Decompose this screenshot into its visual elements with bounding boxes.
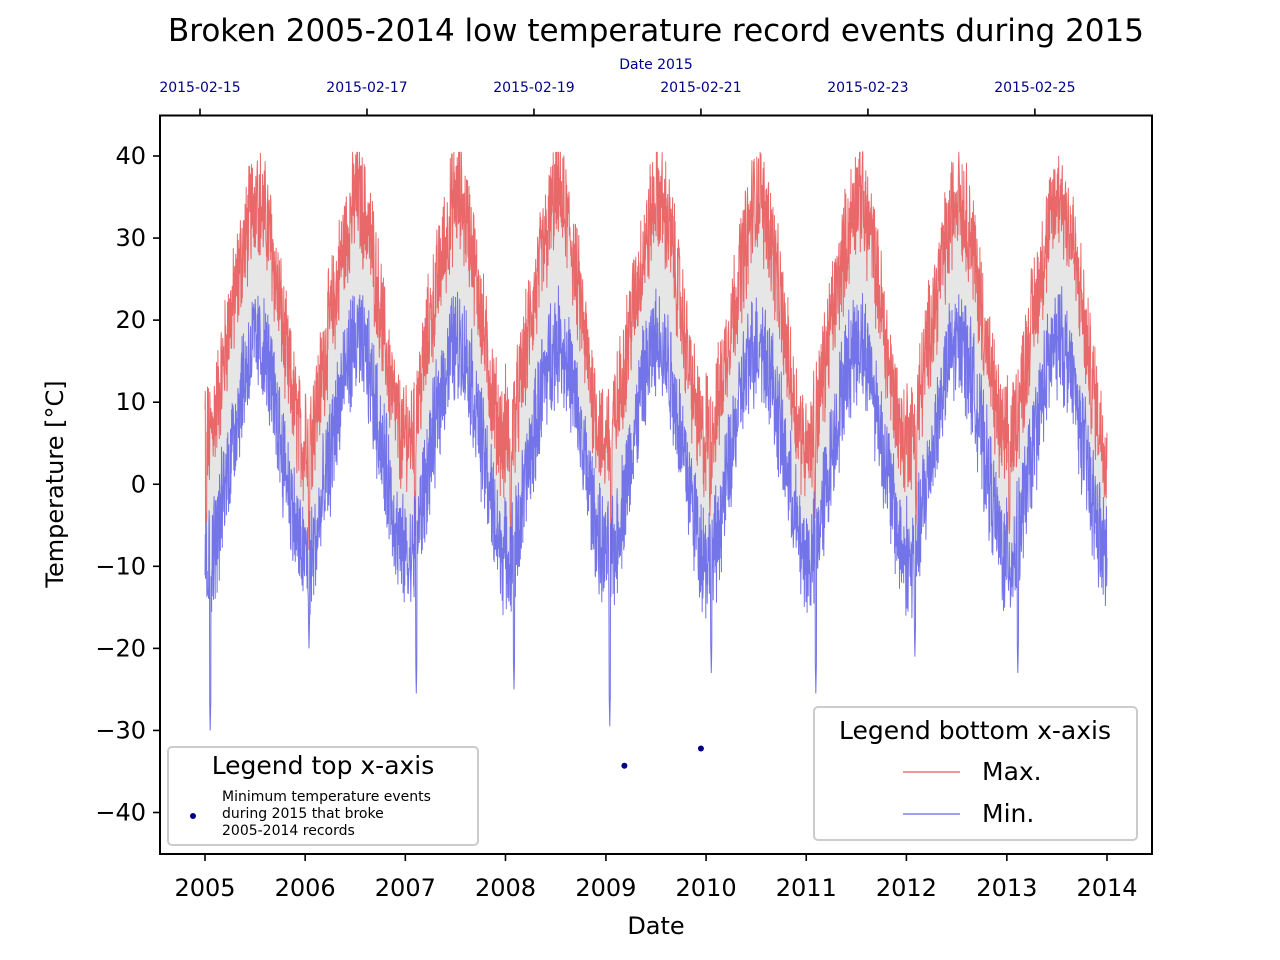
legend-record-marker xyxy=(190,813,196,819)
plot-area xyxy=(204,151,1108,769)
legend-box xyxy=(813,706,1138,841)
x-tick-label: 2012 xyxy=(876,874,937,902)
x-tick-label: 2014 xyxy=(1076,874,1137,902)
legend-min-label: Min. xyxy=(982,799,1034,828)
top-tick-label: 2015-02-23 xyxy=(827,80,908,96)
y-tick-label: 30 xyxy=(115,224,146,252)
top-axis-label: Date 2015 xyxy=(619,57,693,73)
x-tick-label: 2009 xyxy=(575,874,636,902)
x-tick-label: 2006 xyxy=(275,874,336,902)
y-tick-label: −30 xyxy=(95,716,146,744)
legend-bottom-axis: Legend bottom x-axis Max. Min. xyxy=(813,706,1138,841)
y-tick-label: −20 xyxy=(95,634,146,662)
legend-max-label: Max. xyxy=(982,757,1042,786)
y-tick-label: −10 xyxy=(95,552,146,580)
record-point xyxy=(621,762,628,769)
x-axis-label: Date xyxy=(627,912,684,940)
x-axis-ticks: 2005 2006 2007 2008 2009 2010 2011 2012 2013 2014 xyxy=(174,854,1138,902)
top-axis-ticks: 2015-02-15 2015-02-17 2015-02-19 2015-02-21… xyxy=(159,80,1076,116)
top-tick-label: 2015-02-17 xyxy=(326,80,407,96)
x-tick-label: 2013 xyxy=(976,874,1037,902)
x-tick-label: 2008 xyxy=(475,874,536,902)
y-tick-label: 10 xyxy=(115,388,146,416)
x-tick-label: 2010 xyxy=(676,874,737,902)
y-tick-label: 40 xyxy=(115,142,146,170)
legend-bottom-title: Legend bottom x-axis xyxy=(839,716,1111,745)
legend-top-axis: Legend top x-axis Minimum temperature ev… xyxy=(167,746,479,846)
y-tick-label: 20 xyxy=(115,306,146,334)
y-axis-label: Temperature [°C] xyxy=(41,380,69,588)
top-tick-label: 2015-02-25 xyxy=(994,80,1075,96)
legend-top-title: Legend top x-axis xyxy=(212,751,435,780)
top-tick-label: 2015-02-15 xyxy=(159,80,240,96)
record-point xyxy=(697,745,704,752)
chart-title: Broken 2005-2014 low temperature record … xyxy=(168,13,1144,49)
legend-record-label-line-1: Minimum temperature events xyxy=(222,789,431,805)
legend-record-label-line-3: 2005-2014 records xyxy=(222,823,355,839)
x-tick-label: 2007 xyxy=(375,874,436,902)
x-tick-label: 2005 xyxy=(174,874,235,902)
y-tick-label: −40 xyxy=(95,799,146,827)
y-axis-ticks: 40 30 20 10 0 −10 −20 −30 −40 xyxy=(95,142,160,827)
x-tick-label: 2011 xyxy=(776,874,837,902)
top-tick-label: 2015-02-21 xyxy=(660,80,741,96)
legend-record-label-line-2: during 2015 that broke xyxy=(222,806,384,822)
y-tick-label: 0 xyxy=(131,470,146,498)
legend-box xyxy=(167,746,479,846)
top-tick-label: 2015-02-19 xyxy=(493,80,574,96)
min-series-line xyxy=(204,285,1108,731)
max-series-line xyxy=(204,151,1108,565)
